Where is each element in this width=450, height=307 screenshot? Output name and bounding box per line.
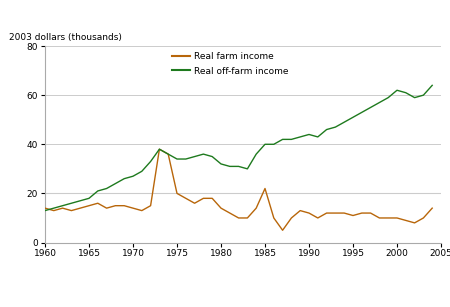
Text: Off-farm household income has risen steadily: Off-farm household income has risen stea…: [5, 14, 325, 26]
Text: 2003 dollars (thousands): 2003 dollars (thousands): [9, 33, 122, 42]
Legend: Real farm income, Real off-farm income: Real farm income, Real off-farm income: [168, 49, 292, 79]
Text: Sources: USDA, Economic Research Service. Deflator used to calculate real income: Sources: USDA, Economic Research Service…: [5, 280, 314, 294]
